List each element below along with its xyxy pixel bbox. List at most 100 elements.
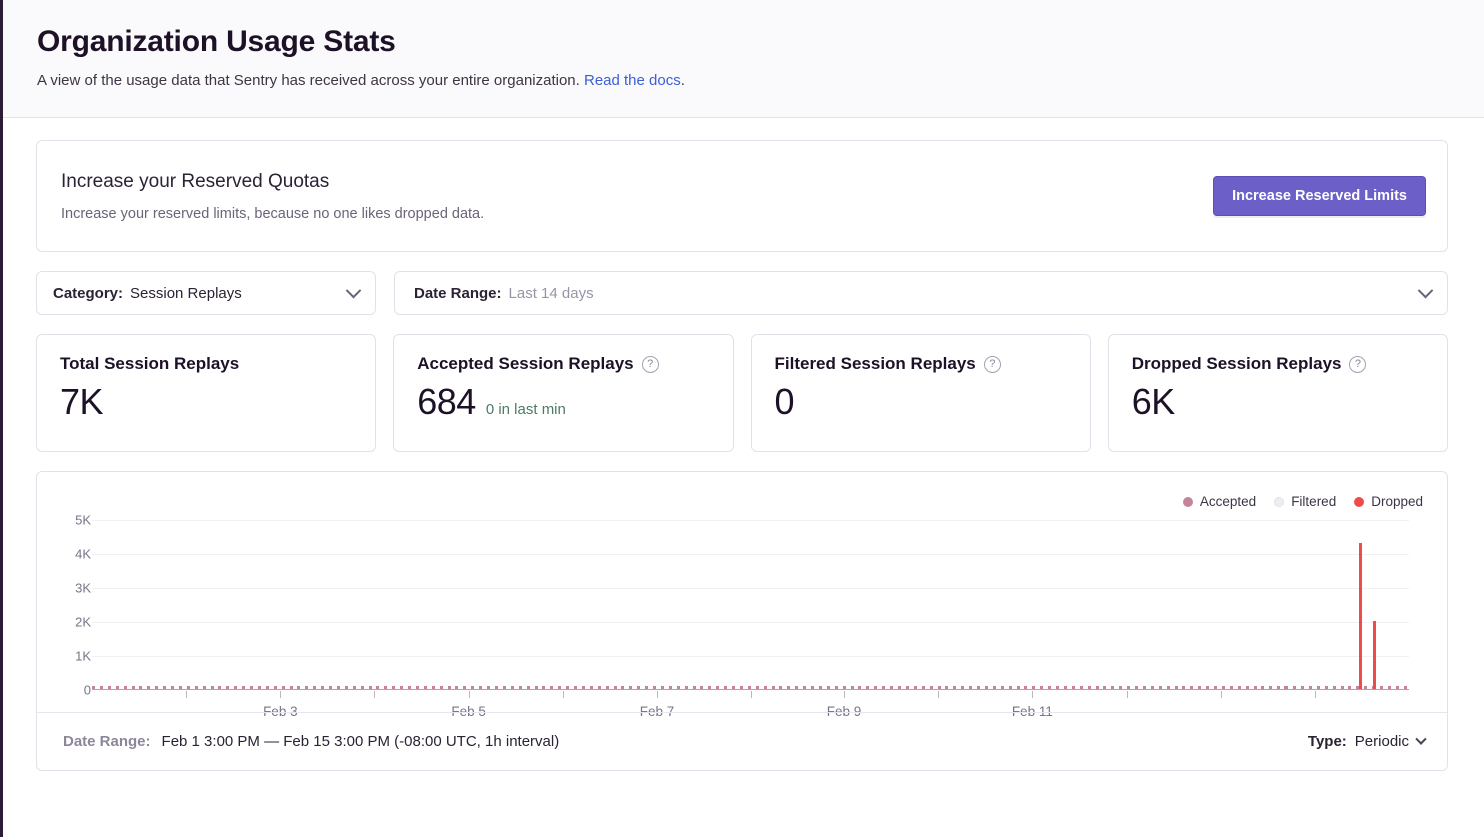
y-axis-tick-label: 2K: [75, 614, 91, 630]
chart-bar: [905, 686, 909, 689]
chart-bar: [487, 686, 491, 689]
chart-bar: [131, 686, 135, 689]
chart-bar: [329, 686, 333, 689]
chart-bar: [297, 686, 301, 689]
chart-bar: [882, 686, 886, 689]
chart-bar: [163, 686, 167, 689]
chart-bar: [123, 686, 127, 689]
chart-bar: [1206, 686, 1210, 689]
stat-card-title: Total Session Replays: [60, 354, 240, 373]
chart-bar: [589, 686, 593, 689]
chart-bar: [747, 686, 751, 689]
chart-bar: [313, 686, 317, 689]
chart-bar: [961, 686, 965, 689]
stat-card-header: Accepted Session Replays ?: [417, 354, 712, 374]
chart-bar: [684, 686, 688, 689]
chart-bar: [1071, 686, 1075, 689]
help-question-icon[interactable]: ?: [983, 355, 1001, 373]
chart-bar: [107, 686, 111, 689]
x-axis-tick-label: Feb 5: [451, 704, 486, 719]
chart-type-dropdown[interactable]: Type: Periodic: [1307, 733, 1427, 750]
chart-bar: [479, 686, 483, 689]
chevron-down-icon: [345, 282, 362, 298]
chart-bar: [913, 686, 917, 689]
date-range-dropdown-text: Date Range: Last 14 days: [414, 285, 594, 302]
chart-bar: [250, 686, 254, 689]
chart-canvas[interactable]: Feb 3 Feb 5 Feb 7 Feb 9 Feb 11: [92, 520, 1409, 719]
chart-bar: [1190, 686, 1194, 689]
chart-y-axis: 0 1K 2K 3K 4K 5K: [37, 513, 91, 698]
chart-bar: [384, 686, 388, 689]
legend-item-filtered[interactable]: Filtered: [1274, 494, 1336, 509]
category-dropdown-text: Category: Session Replays: [53, 285, 242, 302]
chart-bar: [202, 686, 206, 689]
chart-bar: [945, 686, 949, 689]
chart-bar: [336, 686, 340, 689]
chart-bar: [779, 686, 783, 689]
chart-bar: [147, 686, 151, 689]
chart-bar: [542, 686, 546, 689]
chart-bar: [495, 686, 498, 689]
chart-bar: [1182, 686, 1186, 689]
category-value: Session Replays: [130, 284, 242, 302]
chart-bar: [795, 686, 799, 689]
chart-bar: [1253, 686, 1257, 689]
chart-bar: [977, 686, 981, 689]
reserved-quota-heading: Increase your Reserved Quotas: [61, 170, 330, 192]
x-axis-tick: [1220, 691, 1222, 698]
chart-bar: [763, 686, 767, 689]
chart-bar: [273, 686, 277, 689]
chart-bar: [1166, 686, 1170, 689]
increase-reserved-limits-button[interactable]: Increase Reserved Limits: [1213, 176, 1426, 216]
chart-bar: [621, 686, 625, 689]
chart-bar: [969, 686, 973, 689]
chart-type-value: Periodic: [1354, 733, 1409, 750]
legend-swatch-icon: [1274, 496, 1285, 507]
chart-type-label: Type:: [1307, 733, 1347, 750]
chart-bar: [1237, 686, 1241, 689]
x-axis-tick-label: Feb 3: [263, 704, 298, 719]
date-range-value: Last 14 days: [508, 284, 594, 302]
chart-bar: [826, 686, 830, 689]
stat-card-accepted: Accepted Session Replays ? 684 0 in last…: [393, 334, 734, 452]
stat-card-title: Accepted Session Replays: [417, 354, 634, 373]
legend-item-dropped[interactable]: Dropped: [1354, 494, 1423, 509]
stat-card-body: 684 0 in last min: [417, 381, 712, 423]
chart-bar: [1150, 686, 1154, 689]
chart-bar: [1293, 686, 1297, 689]
chevron-down-icon: [1417, 282, 1434, 298]
x-axis-tick: [562, 691, 564, 698]
chart-bar: [818, 686, 822, 689]
help-question-icon[interactable]: ?: [1349, 355, 1367, 373]
chart-bar: [1277, 686, 1281, 689]
page-subtitle-text: A view of the usage data that Sentry has…: [37, 72, 584, 89]
date-range-dropdown[interactable]: Date Range: Last 14 days: [394, 271, 1448, 315]
chart-bar: [1373, 621, 1377, 689]
chart-bar: [1214, 686, 1218, 689]
chart-bar: [423, 686, 427, 689]
read-the-docs-link[interactable]: Read the docs: [583, 72, 681, 89]
chart-bar: [937, 686, 941, 689]
x-axis-tick: [374, 691, 376, 698]
chart-bar: [463, 686, 467, 689]
chart-bar: [1040, 686, 1044, 689]
chart-bar: [984, 686, 988, 689]
help-question-icon[interactable]: ?: [641, 355, 659, 373]
legend-item-accepted[interactable]: Accepted: [1182, 494, 1257, 509]
chart-bar: [676, 686, 680, 689]
page-subtitle: A view of the usage data that Sentry has…: [37, 70, 1484, 92]
y-axis-tick-label: 3K: [75, 580, 91, 596]
usage-chart-card: Accepted Filtered Dropped 0 1K 2K 3K 4K 5K Feb …: [36, 471, 1448, 771]
chart-bar: [234, 686, 238, 689]
chart-bar: [368, 686, 372, 689]
chart-bar: [724, 686, 728, 689]
x-axis-tick: [1126, 691, 1128, 698]
chart-bar: [858, 686, 862, 689]
chart-bar: [771, 686, 775, 689]
chart-bar: [1008, 686, 1012, 689]
category-dropdown[interactable]: Category: Session Replays: [36, 271, 376, 315]
chart-bar: [178, 686, 182, 689]
chart-bar: [1095, 686, 1099, 689]
legend-label: Accepted: [1199, 494, 1257, 509]
